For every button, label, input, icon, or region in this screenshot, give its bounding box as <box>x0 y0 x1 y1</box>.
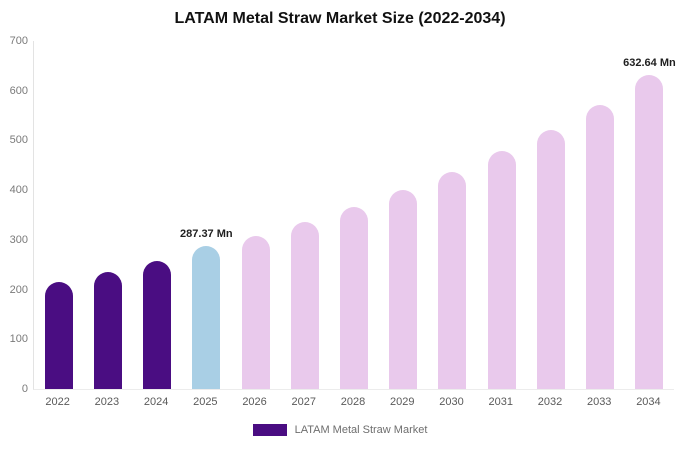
bar-column-2027 <box>280 41 329 389</box>
x-tick-label-2022: 2022 <box>45 396 70 408</box>
bar-2024 <box>143 261 172 389</box>
x-tick-label-2031: 2031 <box>488 396 513 408</box>
x-tick-label-2025: 2025 <box>193 396 218 408</box>
bar-2025 <box>192 246 221 389</box>
x-tick-label-2032: 2032 <box>537 396 563 408</box>
y-tick-label: 500 <box>9 134 28 147</box>
x-axis: 2022 2023 2024 2025 2026 2027 2028 2029 2030 2031… <box>33 396 673 408</box>
legend-label: LATAM Metal Straw Market <box>294 424 428 436</box>
bar-column-2026 <box>231 41 280 389</box>
y-tick-label: 100 <box>9 333 28 346</box>
x-tick-label-2034: 2034 <box>636 396 661 408</box>
bar-column-2033 <box>576 41 625 389</box>
x-tick-label-2033: 2033 <box>586 396 612 408</box>
data-label-2025: 287.37 Mn <box>180 228 233 241</box>
legend-marker <box>252 424 287 436</box>
bar-column-2024 <box>132 41 181 389</box>
legend: LATAM Metal Straw Market <box>0 424 680 436</box>
x-tick-label-2029: 2029 <box>390 396 415 408</box>
y-tick-label: 200 <box>9 283 28 296</box>
plot-area: 287.37 Mn 632.64 Mn <box>33 41 676 390</box>
x-tick-label-2028: 2028 <box>340 396 366 408</box>
x-tick-label-2023: 2023 <box>94 396 120 408</box>
bar-2034 <box>635 74 664 389</box>
bar-2028 <box>340 207 369 389</box>
bar-2033 <box>586 105 615 389</box>
chart-title: LATAM Metal Straw Market Size (2022-2034… <box>174 10 506 27</box>
bar-column-2022 <box>34 41 83 389</box>
bar-2030 <box>438 171 467 389</box>
x-tick-label-2030: 2030 <box>439 396 464 408</box>
bar-column-2032 <box>526 41 575 389</box>
x-tick-label-2027: 2027 <box>291 396 317 408</box>
bar-column-2028 <box>329 41 378 389</box>
bar-2031 <box>487 151 516 389</box>
y-tick-label: 400 <box>9 184 28 197</box>
bars: 287.37 Mn 632.64 Mn <box>34 41 676 389</box>
bar-2027 <box>290 222 319 389</box>
y-tick-label: 0 <box>21 383 28 395</box>
bar-column-2030 <box>428 41 477 389</box>
bar-column-2034: 632.64 Mn <box>623 41 676 389</box>
y-tick-label: 700 <box>9 35 28 47</box>
x-tick-label-2024: 2024 <box>143 396 169 408</box>
bar-2022 <box>44 282 73 389</box>
bar-2032 <box>536 129 565 389</box>
bar-column-2023 <box>83 41 132 389</box>
y-tick-label: 300 <box>9 233 28 246</box>
bar-column-2031 <box>477 41 526 389</box>
bar-2029 <box>389 190 418 389</box>
y-tick-label: 600 <box>9 84 28 97</box>
bar-2026 <box>241 236 270 389</box>
data-label-2034: 632.64 Mn <box>623 56 676 69</box>
bar-column-2025: 287.37 Mn <box>180 41 233 389</box>
bar-column-2029 <box>379 41 428 389</box>
bar-2023 <box>93 272 122 389</box>
x-tick-label-2026: 2026 <box>242 396 267 408</box>
